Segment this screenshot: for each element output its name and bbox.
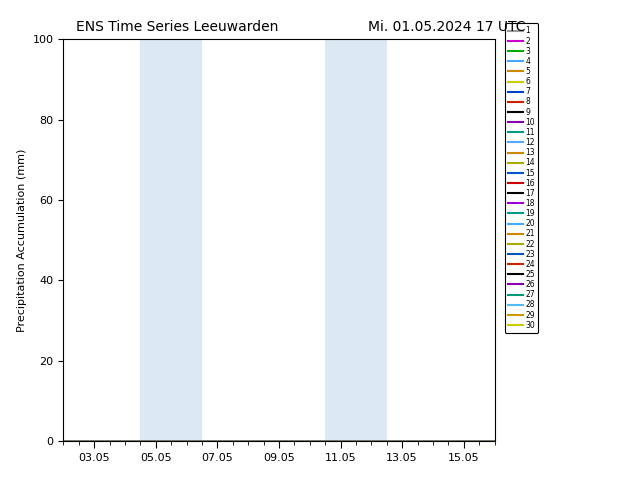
Legend: 1, 2, 3, 4, 5, 6, 7, 8, 9, 10, 11, 12, 13, 14, 15, 16, 17, 18, 19, 20, 21, 22, 2: 1, 2, 3, 4, 5, 6, 7, 8, 9, 10, 11, 12, 1… xyxy=(505,24,538,333)
Y-axis label: Precipitation Accumulation (mm): Precipitation Accumulation (mm) xyxy=(17,148,27,332)
Text: ENS Time Series Leeuwarden: ENS Time Series Leeuwarden xyxy=(76,20,278,34)
Text: Mi. 01.05.2024 17 UTC: Mi. 01.05.2024 17 UTC xyxy=(368,20,525,34)
Bar xyxy=(140,39,171,441)
Bar xyxy=(356,39,387,441)
Bar xyxy=(171,39,202,441)
Bar xyxy=(325,39,356,441)
